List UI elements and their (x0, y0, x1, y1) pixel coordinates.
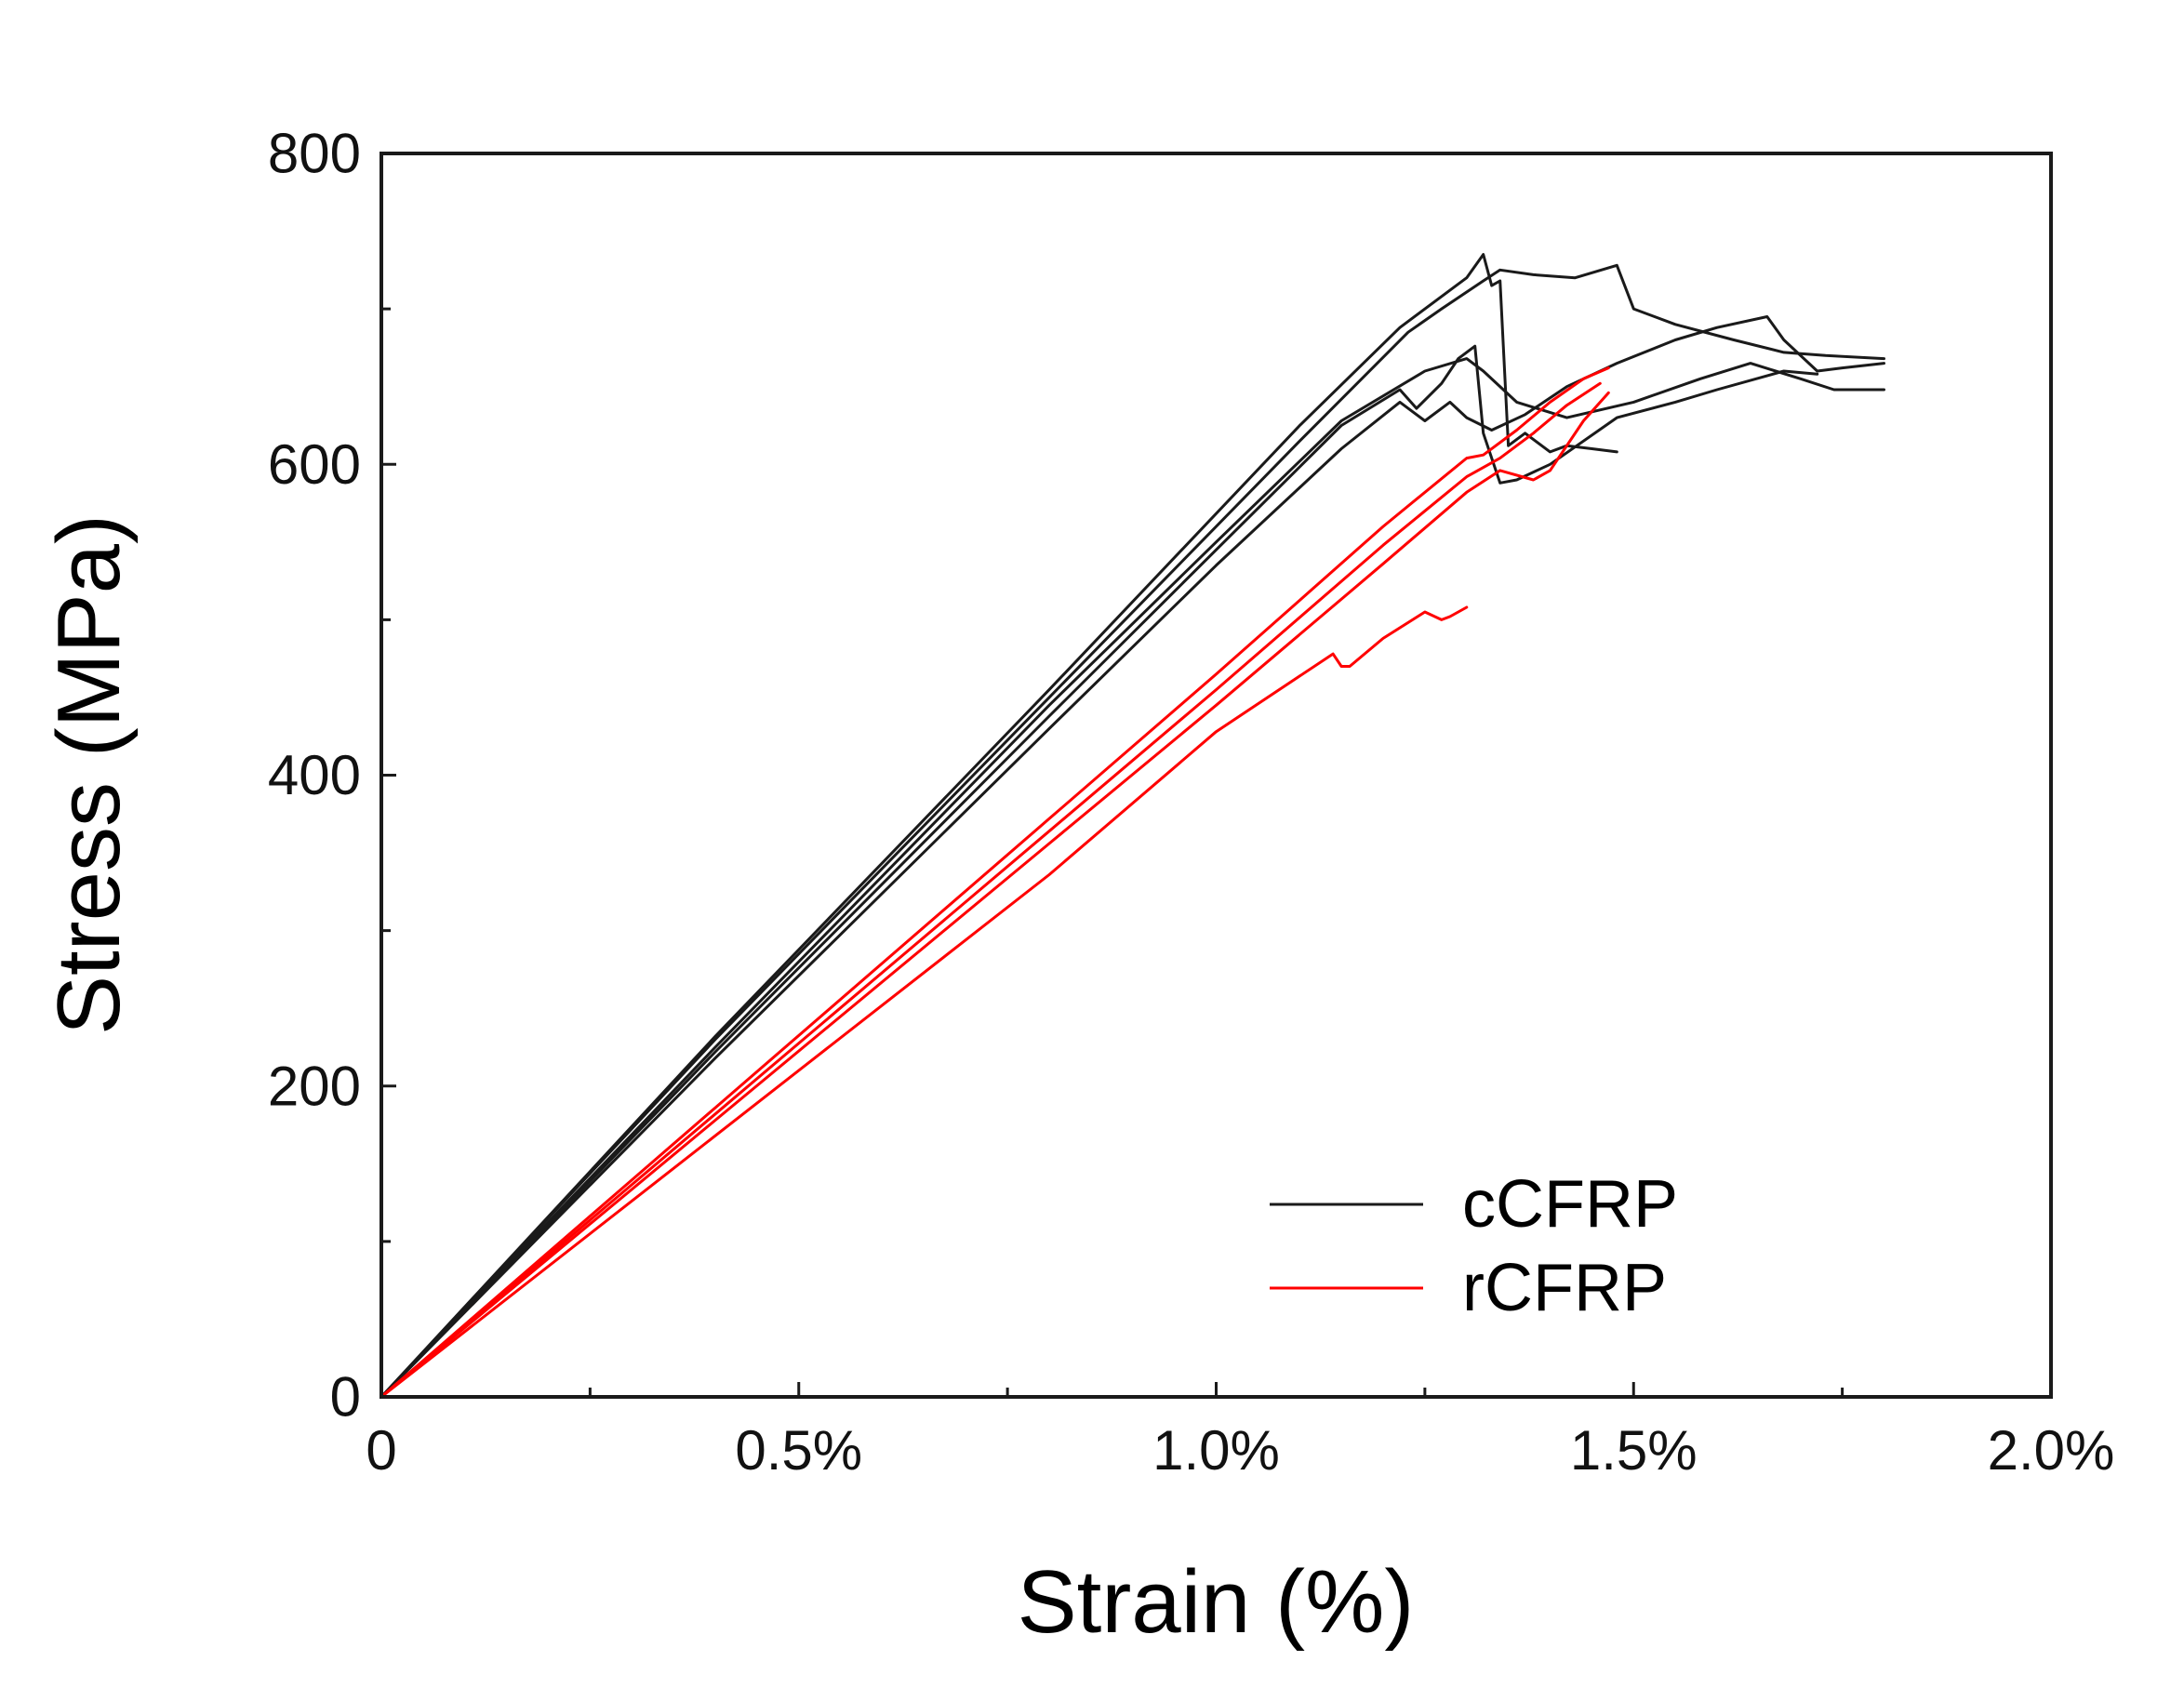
series-line-rcfrp-6 (380, 366, 1610, 1399)
x-tick-label: 0 (366, 1419, 396, 1482)
legend-label-ccfrp: cCFRP (1462, 1167, 1678, 1242)
series-layer (380, 253, 1885, 1399)
y-tick-label: 600 (268, 433, 361, 496)
series-line-ccfrp-1 (380, 253, 1618, 1399)
x-tick-label: 1.0% (1152, 1419, 1280, 1482)
y-tick-label: 400 (268, 744, 361, 806)
x-tick-label: 2.0% (1988, 1419, 2115, 1482)
x-tick-label: 1.5% (1570, 1419, 1698, 1482)
series-line-ccfrp-4 (380, 315, 1885, 1399)
legend-label-rcfrp: rCFRP (1462, 1251, 1667, 1325)
y-tick-label: 800 (268, 123, 361, 185)
y-tick-label: 200 (268, 1055, 361, 1117)
series-line-ccfrp-2 (380, 263, 1885, 1399)
tick-layer: 0 0.5% 1.0% 1.5% 2.0% 0 200 400 600 800 (268, 123, 2114, 1482)
series-line-ccfrp-5 (380, 357, 1885, 1399)
series-line-rcfrp-7 (380, 381, 1602, 1399)
series-line-rcfrp-9 (380, 605, 1469, 1399)
y-axis-title: Stress (MPa) (39, 514, 139, 1035)
x-axis-title: Strain (%) (1018, 1552, 1415, 1652)
series-line-ccfrp-3 (380, 344, 1819, 1399)
x-tick-label: 0.5% (735, 1419, 862, 1482)
y-tick-label: 0 (330, 1366, 361, 1429)
legend: cCFRP rCFRP (1270, 1167, 1678, 1325)
series-line-rcfrp-8 (380, 391, 1610, 1399)
